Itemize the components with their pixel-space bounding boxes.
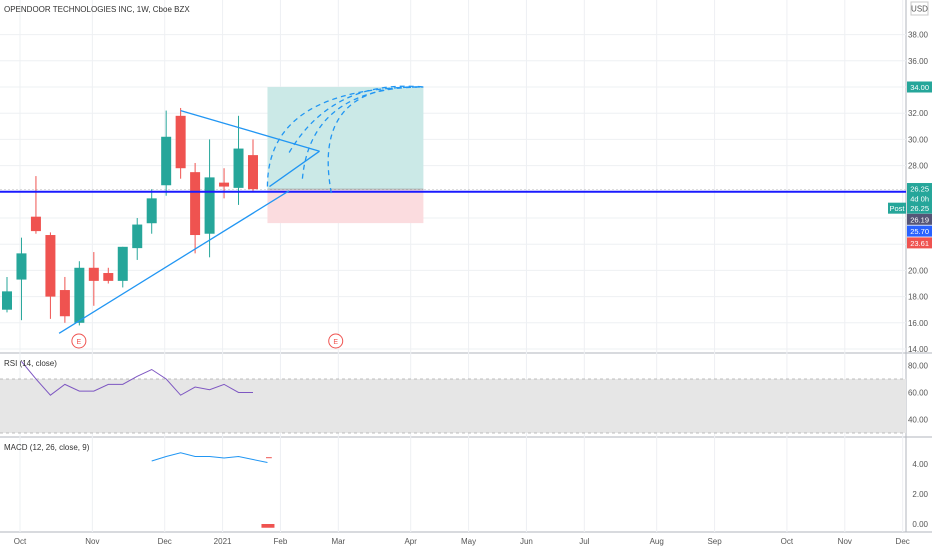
- price-tick-label: 38.00: [908, 31, 929, 40]
- time-axis-label: Oct: [14, 537, 27, 546]
- price-badge-label: 34.00: [910, 83, 929, 92]
- price-tick-label: 32.00: [908, 109, 929, 118]
- time-axis-label: Sep: [707, 537, 722, 546]
- earnings-marker[interactable]: E: [71, 333, 87, 349]
- price-badge-label: 26.25: [910, 204, 929, 213]
- price-badge: [907, 192, 932, 204]
- macd-pane[interactable]: 4.00 2.00 0.00: [151, 452, 929, 529]
- candle-body[interactable]: [204, 177, 215, 234]
- price-tick-label: 18.00: [908, 293, 929, 302]
- rsi-pane[interactable]: 80.00 60.00 40.00: [0, 361, 929, 434]
- time-axis-label: Jun: [520, 537, 533, 546]
- price-badge: [907, 225, 932, 237]
- time-axis-label: Oct: [781, 537, 794, 546]
- candle-body[interactable]: [16, 253, 27, 280]
- macd-histogram-bar[interactable]: [261, 524, 275, 528]
- candle-body[interactable]: [219, 182, 230, 187]
- candle-body[interactable]: [30, 216, 41, 232]
- time-axis-label: Aug: [650, 537, 664, 546]
- time-axis-label: Nov: [85, 537, 99, 546]
- time-axis-label: Apr: [404, 537, 417, 546]
- candle-body[interactable]: [132, 224, 143, 249]
- price-tick-label: 30.00: [908, 135, 929, 144]
- price-badge: [907, 213, 932, 225]
- rsi-tick-label: 80.00: [908, 361, 929, 370]
- candle-body[interactable]: [233, 148, 244, 188]
- earnings-marker-label: E: [77, 339, 82, 346]
- triangle-apex-line[interactable]: [269, 150, 320, 188]
- candle-body[interactable]: [190, 172, 201, 236]
- price-badge-label: 23.61: [910, 239, 929, 248]
- price-badge-label: 26.19: [910, 215, 929, 224]
- candle-body[interactable]: [103, 273, 114, 281]
- time-axis-label: 2021: [214, 537, 232, 546]
- support-trendline[interactable]: [58, 190, 290, 334]
- time-axis-label: Feb: [274, 537, 288, 546]
- price-badge: [907, 237, 932, 249]
- price-tick-label: 20.00: [908, 266, 929, 275]
- candle-body[interactable]: [117, 246, 128, 281]
- candle-body[interactable]: [59, 290, 70, 317]
- candle-body[interactable]: [161, 136, 172, 186]
- price-badge: [907, 81, 932, 93]
- resistance-trendline[interactable]: [180, 109, 320, 152]
- rsi-tick-label: 60.00: [908, 388, 929, 397]
- macd-tick-label: 0.00: [912, 520, 928, 529]
- price-tick-label: 16.00: [908, 319, 929, 328]
- rsi-tick-label: 40.00: [908, 415, 929, 424]
- candle-body[interactable]: [175, 115, 186, 169]
- rsi-title: RSI (14, close): [4, 359, 57, 368]
- price-badge: [907, 202, 932, 214]
- post-badge-label: Post: [889, 204, 905, 213]
- candle-body[interactable]: [45, 235, 56, 297]
- earnings-marker-circle: [328, 333, 344, 349]
- time-axis-label: May: [461, 537, 476, 546]
- price-badge: [907, 183, 932, 195]
- rsi-line[interactable]: [21, 361, 253, 396]
- position-zones[interactable]: [0, 87, 906, 224]
- projection-arc[interactable]: [266, 86, 424, 187]
- time-axis-label: Jul: [579, 537, 589, 546]
- target-zone[interactable]: [267, 87, 424, 190]
- earnings-marker-label: E: [333, 339, 338, 346]
- projection-arc[interactable]: [301, 86, 424, 179]
- projection-arc[interactable]: [327, 86, 424, 194]
- price-tick-label: 36.00: [908, 57, 929, 66]
- time-axis-label: Dec: [158, 537, 172, 546]
- main-pane[interactable]: [0, 0, 906, 353]
- candles[interactable]: [2, 107, 258, 326]
- macd-title: MACD (12, 26, close, 9): [4, 443, 90, 452]
- price-badge-label: 4d 0h: [910, 194, 929, 203]
- stop-zone[interactable]: [267, 189, 424, 224]
- macd-line[interactable]: [151, 452, 268, 463]
- currency-label: USD: [911, 5, 928, 14]
- candle-body[interactable]: [247, 155, 258, 190]
- time-axis-label: Dec: [896, 537, 910, 546]
- macd-tick-label: 2.00: [912, 490, 928, 499]
- price-tick-label: 14.00: [908, 345, 929, 354]
- price-badge-label: 25.70: [910, 227, 929, 236]
- chart-title: OPENDOOR TECHNOLOGIES INC, 1W, Cboe BZX: [4, 5, 190, 14]
- earnings-marker-circle: [71, 333, 87, 349]
- candle-body[interactable]: [146, 198, 157, 224]
- candle-body[interactable]: [88, 267, 99, 281]
- candle-body[interactable]: [74, 267, 85, 323]
- price-labels: 38.0036.0034.0032.0030.0028.0026.0024.00…: [888, 31, 932, 354]
- post-badge: [888, 202, 906, 214]
- projection-arc[interactable]: [288, 85, 424, 153]
- rsi-band: [0, 378, 906, 433]
- currency-badge[interactable]: [910, 1, 929, 16]
- macd-tick-label: 4.00: [912, 460, 928, 469]
- candle-body[interactable]: [2, 291, 12, 310]
- time-axis-label: Nov: [838, 537, 852, 546]
- price-badge-label: 26.25: [910, 185, 929, 194]
- earnings-marker[interactable]: E: [328, 333, 344, 349]
- price-tick-label: 28.00: [908, 162, 929, 171]
- time-axis-label: Mar: [331, 537, 345, 546]
- time-labels: Oct Nov Dec 2021 Feb Mar Apr May Jun Jul Aug Sep Oct…: [14, 537, 910, 546]
